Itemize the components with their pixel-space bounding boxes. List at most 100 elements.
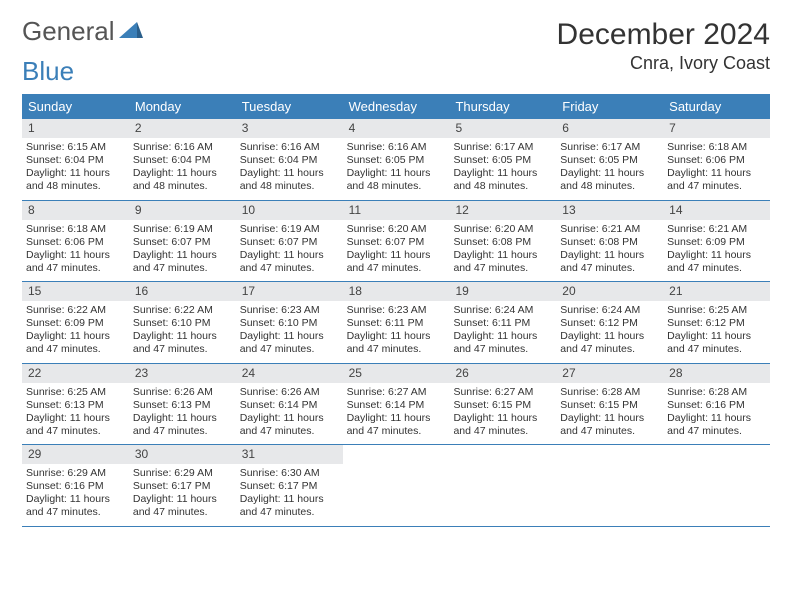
calendar-day: 18Sunrise: 6:23 AMSunset: 6:11 PMDayligh…: [343, 282, 450, 363]
day-number: 1: [22, 119, 129, 138]
calendar-day: 30Sunrise: 6:29 AMSunset: 6:17 PMDayligh…: [129, 445, 236, 526]
calendar-day: 5 Sunrise: 6:17 AMSunset: 6:05 PMDaylight…: [449, 119, 556, 200]
day-details: Sunrise: 6:21 AMSunset: 6:08 PMDaylight:…: [560, 223, 659, 276]
sunrise-text: Sunrise: 6:23 AM: [240, 304, 339, 317]
dow-friday: Friday: [556, 94, 663, 119]
sunset-text: Sunset: 6:07 PM: [347, 236, 446, 249]
sunrise-text: Sunrise: 6:17 AM: [560, 141, 659, 154]
calendar-day: 27Sunrise: 6:28 AMSunset: 6:15 PMDayligh…: [556, 364, 663, 445]
sunrise-text: Sunrise: 6:21 AM: [560, 223, 659, 236]
sunset-text: Sunset: 6:06 PM: [667, 154, 766, 167]
day-details: Sunrise: 6:27 AMSunset: 6:14 PMDaylight:…: [347, 386, 446, 439]
page-title: December 2024: [557, 18, 770, 51]
day-details: Sunrise: 6:20 AMSunset: 6:08 PMDaylight:…: [453, 223, 552, 276]
day-details: Sunrise: 6:16 AMSunset: 6:04 PMDaylight:…: [133, 141, 232, 194]
daylight-text: Daylight: 11 hours and 48 minutes.: [453, 167, 552, 193]
calendar-day: 7Sunrise: 6:18 AMSunset: 6:06 PMDaylight…: [663, 119, 770, 200]
day-number: 5: [449, 119, 556, 138]
calendar-day: 21Sunrise: 6:25 AMSunset: 6:12 PMDayligh…: [663, 282, 770, 363]
sunset-text: Sunset: 6:15 PM: [453, 399, 552, 412]
calendar-day: 24 Sunrise: 6:26 AMSunset: 6:14 PMDayligh…: [236, 364, 343, 445]
day-number: 9: [129, 201, 236, 220]
day-number: 27: [556, 364, 663, 383]
sunrise-text: Sunrise: 6:26 AM: [133, 386, 232, 399]
daylight-text: Daylight: 11 hours and 47 minutes.: [26, 249, 125, 275]
day-number: 24: [236, 364, 343, 383]
sunrise-text: Sunrise: 6:19 AM: [133, 223, 232, 236]
sunset-text: Sunset: 6:04 PM: [240, 154, 339, 167]
sunrise-text: Sunrise: 6:29 AM: [133, 467, 232, 480]
daylight-text: Daylight: 11 hours and 47 minutes.: [240, 249, 339, 275]
day-number: 28: [663, 364, 770, 383]
day-details: Sunrise: 6:23 AMSunset: 6:11 PMDaylight:…: [347, 304, 446, 357]
day-details: Sunrise: 6:18 AMSunset: 6:06 PMDaylight:…: [667, 141, 766, 194]
daylight-text: Daylight: 11 hours and 48 minutes.: [240, 167, 339, 193]
calendar-day: 12 Sunrise: 6:20 AMSunset: 6:08 PMDayligh…: [449, 201, 556, 282]
daylight-text: Daylight: 11 hours and 47 minutes.: [453, 249, 552, 275]
sunset-text: Sunset: 6:15 PM: [560, 399, 659, 412]
calendar-day: [663, 445, 770, 526]
daylight-text: Daylight: 11 hours and 47 minutes.: [240, 493, 339, 519]
day-details: Sunrise: 6:30 AMSunset: 6:17 PMDaylight:…: [240, 467, 339, 520]
calendar-day: 9Sunrise: 6:19 AMSunset: 6:07 PMDaylight…: [129, 201, 236, 282]
day-details: Sunrise: 6:18 AMSunset: 6:06 PMDaylight:…: [26, 223, 125, 276]
calendar-day: 2 Sunrise: 6:16 AMSunset: 6:04 PMDaylight…: [129, 119, 236, 200]
calendar-day: 16Sunrise: 6:22 AMSunset: 6:10 PMDayligh…: [129, 282, 236, 363]
day-number: 6: [556, 119, 663, 138]
daylight-text: Daylight: 11 hours and 47 minutes.: [133, 493, 232, 519]
sunrise-text: Sunrise: 6:25 AM: [667, 304, 766, 317]
day-details: Sunrise: 6:15 AMSunset: 6:04 PMDaylight:…: [26, 141, 125, 194]
daylight-text: Daylight: 11 hours and 47 minutes.: [560, 330, 659, 356]
sunset-text: Sunset: 6:05 PM: [453, 154, 552, 167]
sunset-text: Sunset: 6:16 PM: [26, 480, 125, 493]
day-number: 12: [449, 201, 556, 220]
day-details: Sunrise: 6:29 AMSunset: 6:17 PMDaylight:…: [133, 467, 232, 520]
day-details: Sunrise: 6:22 AMSunset: 6:09 PMDaylight:…: [26, 304, 125, 357]
sunrise-text: Sunrise: 6:24 AM: [560, 304, 659, 317]
calendar-day: 3Sunrise: 6:16 AMSunset: 6:04 PMDaylight…: [236, 119, 343, 200]
day-details: Sunrise: 6:26 AMSunset: 6:13 PMDaylight:…: [133, 386, 232, 439]
day-details: Sunrise: 6:17 AMSunset: 6:05 PMDaylight:…: [560, 141, 659, 194]
sunset-text: Sunset: 6:11 PM: [347, 317, 446, 330]
title-block: December 2024 Cnra, Ivory Coast: [557, 18, 770, 74]
day-number: 2: [129, 119, 236, 138]
day-number: 22: [22, 364, 129, 383]
day-of-week-header: Sunday Monday Tuesday Wednesday Thursday…: [22, 94, 770, 119]
sunset-text: Sunset: 6:06 PM: [26, 236, 125, 249]
calendar-day: 13 Sunrise: 6:21 AMSunset: 6:08 PMDayligh…: [556, 201, 663, 282]
calendar-day: 8Sunrise: 6:18 AMSunset: 6:06 PMDaylight…: [22, 201, 129, 282]
calendar-week: 29Sunrise: 6:29 AMSunset: 6:16 PMDayligh…: [22, 445, 770, 527]
sunrise-text: Sunrise: 6:28 AM: [667, 386, 766, 399]
day-details: Sunrise: 6:24 AMSunset: 6:11 PMDaylight:…: [453, 304, 552, 357]
sunset-text: Sunset: 6:04 PM: [133, 154, 232, 167]
day-number: 13: [556, 201, 663, 220]
daylight-text: Daylight: 11 hours and 47 minutes.: [240, 330, 339, 356]
sunrise-text: Sunrise: 6:17 AM: [453, 141, 552, 154]
calendar-week: 8Sunrise: 6:18 AMSunset: 6:06 PMDaylight…: [22, 201, 770, 283]
page-location: Cnra, Ivory Coast: [557, 53, 770, 74]
dow-wednesday: Wednesday: [343, 94, 450, 119]
day-number: 31: [236, 445, 343, 464]
calendar-day: 6 Sunrise: 6:17 AMSunset: 6:05 PMDaylight…: [556, 119, 663, 200]
calendar-day: 11Sunrise: 6:20 AMSunset: 6:07 PMDayligh…: [343, 201, 450, 282]
daylight-text: Daylight: 11 hours and 47 minutes.: [667, 167, 766, 193]
daylight-text: Daylight: 11 hours and 47 minutes.: [667, 330, 766, 356]
calendar-day: 10Sunrise: 6:19 AMSunset: 6:07 PMDayligh…: [236, 201, 343, 282]
sunrise-text: Sunrise: 6:25 AM: [26, 386, 125, 399]
daylight-text: Daylight: 11 hours and 48 minutes.: [133, 167, 232, 193]
daylight-text: Daylight: 11 hours and 47 minutes.: [26, 330, 125, 356]
sunrise-text: Sunrise: 6:15 AM: [26, 141, 125, 154]
sunrise-text: Sunrise: 6:16 AM: [240, 141, 339, 154]
sunrise-text: Sunrise: 6:24 AM: [453, 304, 552, 317]
calendar-day: 4Sunrise: 6:16 AMSunset: 6:05 PMDaylight…: [343, 119, 450, 200]
day-number: 16: [129, 282, 236, 301]
calendar-week: 1Sunrise: 6:15 AMSunset: 6:04 PMDaylight…: [22, 119, 770, 201]
sunrise-text: Sunrise: 6:26 AM: [240, 386, 339, 399]
sunset-text: Sunset: 6:05 PM: [347, 154, 446, 167]
sunset-text: Sunset: 6:09 PM: [667, 236, 766, 249]
day-details: Sunrise: 6:19 AMSunset: 6:07 PMDaylight:…: [240, 223, 339, 276]
sunrise-text: Sunrise: 6:20 AM: [347, 223, 446, 236]
daylight-text: Daylight: 11 hours and 47 minutes.: [240, 412, 339, 438]
calendar-week: 22Sunrise: 6:25 AMSunset: 6:13 PMDayligh…: [22, 364, 770, 446]
sunset-text: Sunset: 6:14 PM: [240, 399, 339, 412]
